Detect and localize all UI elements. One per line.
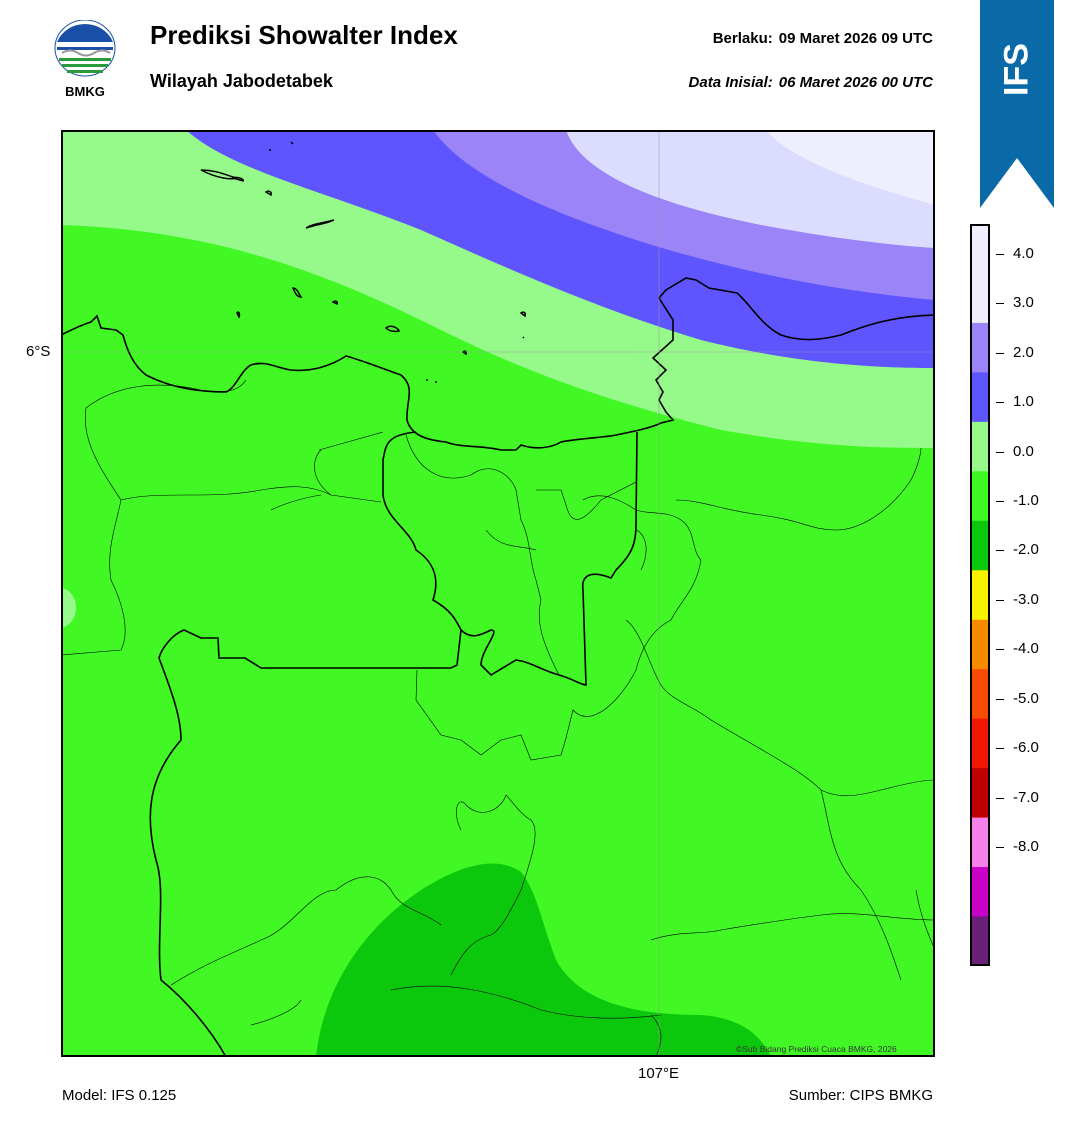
colorbar-swatch <box>971 224 989 274</box>
colorbar-swatch <box>971 421 989 472</box>
colorbar-tick <box>996 748 1004 750</box>
logo-text: BMKG <box>65 84 105 99</box>
colorbar-swatch <box>971 867 989 918</box>
region-subtitle: Wilayah Jabodetabek <box>150 71 333 91</box>
bmkg-logo: BMKG <box>52 19 118 102</box>
colorbar-swatch <box>971 471 989 522</box>
colorbar-tick-label: -5.0 <box>1013 689 1039 707</box>
colorbar <box>970 224 990 967</box>
colorbar-tick-label: 1.0 <box>1013 393 1034 411</box>
map-canvas <box>61 130 935 1057</box>
map-frame <box>61 130 935 1057</box>
init-label: Data Inisial: <box>688 74 773 91</box>
colorbar-tick-label: -4.0 <box>1013 640 1039 658</box>
colorbar-swatch <box>971 273 989 324</box>
colorbar-tick <box>996 501 1004 502</box>
colorbar-tick-label: -2.0 <box>1013 541 1039 559</box>
colorbar-tick <box>996 698 1004 700</box>
colorbar-tick-label: -6.0 <box>1013 739 1039 757</box>
valid-time: Berlaku: 09 Maret 2026 09 UTC <box>713 30 933 47</box>
colorbar-swatch <box>971 372 989 423</box>
colorbar-tick <box>996 550 1004 552</box>
colorbar-tick <box>996 599 1004 601</box>
colorbar-tick <box>996 649 1004 651</box>
colorbar-tick <box>996 402 1004 404</box>
source-info: Sumber: CIPS BMKG <box>788 1087 933 1104</box>
graticule <box>62 131 934 1056</box>
colorbar-tick <box>996 797 1004 799</box>
colorbar-swatch <box>971 768 989 819</box>
colorbar-swatch <box>971 322 989 373</box>
colorbar-tick <box>996 451 1004 453</box>
init-value: 06 Maret 2026 00 UTC <box>778 74 933 91</box>
colorbar-swatch <box>971 520 989 571</box>
bmkg-emblem-icon <box>54 19 116 77</box>
coastline <box>62 277 934 451</box>
colorbar-tick-label: 2.0 <box>1013 343 1034 361</box>
colorbar-tick <box>996 847 1004 849</box>
colorbar-swatches <box>970 224 990 967</box>
page-title: Prediksi Showalter Index <box>150 20 458 50</box>
longitude-label: 107°E <box>638 1065 680 1082</box>
colorbar-swatch <box>971 669 989 720</box>
field-band-above-4 <box>766 131 934 205</box>
colorbar-tick-label: 4.0 <box>1013 244 1034 262</box>
colorbar-labels: 4.0 3.0 2.0 1.0 0.0 -1.0 -2.0 -3.0 -4.0 -5.0 -6.0 -… <box>996 224 1056 966</box>
forecast-map <box>61 130 935 1057</box>
colorbar-tick-label: -3.0 <box>1013 590 1039 608</box>
district-boundaries <box>62 379 934 1056</box>
colorbar-tick-label: 3.0 <box>1013 294 1034 312</box>
colorbar-tick-label: 0.0 <box>1013 442 1034 460</box>
ribbon-icon <box>980 0 1054 208</box>
copyright-text: ©Sub Bidang Prediksi Cuaca BMKG, 2026 <box>736 1044 897 1054</box>
model-badge: IFS <box>980 0 1054 208</box>
latitude-label: 6°S <box>26 343 51 360</box>
colorbar-tick-label: -8.0 <box>1013 838 1039 856</box>
colorbar-tick-label: -1.0 <box>1013 492 1039 509</box>
colorbar-swatch <box>971 619 989 670</box>
colorbar-tick <box>996 253 1004 255</box>
valid-value: 09 Maret 2026 09 UTC <box>778 30 933 47</box>
colorbar-tick <box>996 303 1004 305</box>
init-time: Data Inisial: 06 Maret 2026 00 UTC <box>689 74 933 91</box>
colorbar-tick-label: -7.0 <box>1013 788 1039 806</box>
field-blob-west <box>62 588 76 628</box>
colorbar-swatch <box>971 817 989 868</box>
colorbar-swatch <box>971 916 989 967</box>
province-boundary <box>149 431 638 1056</box>
model-info: Model: IFS 0.125 <box>62 1087 177 1104</box>
badge-label: IFS <box>997 43 1036 97</box>
colorbar-swatch <box>971 570 989 621</box>
valid-label: Berlaku: <box>712 30 773 47</box>
colorbar-frame <box>970 224 990 966</box>
field-band-minus1-to-minus2 <box>316 863 771 1056</box>
colorbar-swatch <box>971 718 989 769</box>
colorbar-tick <box>996 352 1004 354</box>
